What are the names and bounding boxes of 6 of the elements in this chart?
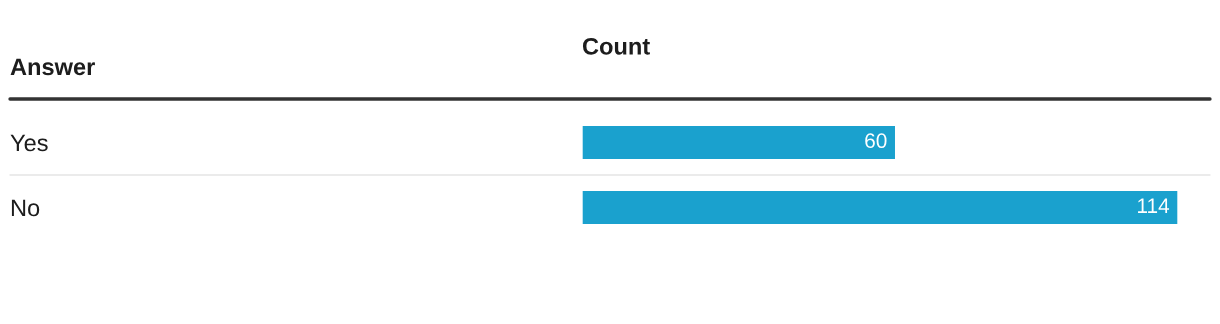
- data-label: 60: [865, 133, 887, 149]
- y-axis-title: Answer: [10, 58, 95, 76]
- y-tick-label: Yes: [10, 134, 48, 152]
- x-axis-title: Count: [582, 37, 650, 55]
- y-tick-label: No: [11, 199, 40, 217]
- data-label: 114: [1138, 198, 1170, 213]
